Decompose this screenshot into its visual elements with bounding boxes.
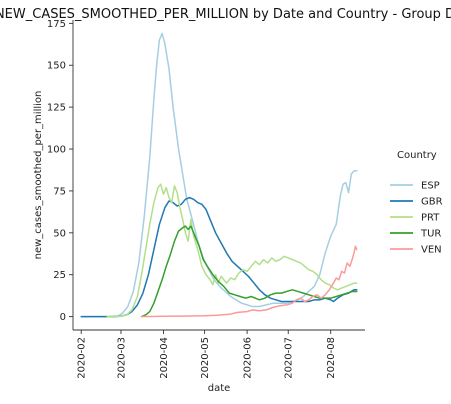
x-tick-label: 2020-05 [200,337,211,379]
chart-title: NEW_CASES_SMOOTHED_PER_MILLION by Date a… [0,7,451,22]
x-tick-label: 2020-07 [284,337,295,379]
legend-label-esp: ESP [421,181,440,192]
series-line-ven [140,245,358,318]
y-tick-label: 25 [53,270,66,281]
series-layer [80,32,358,318]
x-axis-label: date [208,383,231,394]
axes-layer: 0 25 50 75 100 125 150 175 2020-02 2020-03 2020-04… [47,19,365,379]
y-tick-label: 50 [53,228,66,239]
series-line-gbr [80,196,358,318]
series-line-prt [106,183,358,318]
y-tick-label: 100 [47,145,66,156]
legend-label-prt: PRT [421,213,440,224]
y-tick-label: 125 [47,103,66,114]
y-tick-label: 175 [47,19,66,30]
y-tick-label: 150 [47,61,66,72]
legend-label-gbr: GBR [421,197,443,208]
x-tick-label: 2020-02 [77,337,88,379]
y-tick-label: 75 [53,186,66,197]
x-tick-label: 2020-03 [116,337,127,379]
y-tick-label: 0 [60,312,66,323]
legend-title: Country [397,150,437,161]
legend: Country ESP GBR PRT TUR VEN [390,150,443,256]
legend-label-tur: TUR [420,229,441,240]
series-line-tur [140,225,358,318]
x-tick-label: 2020-08 [326,337,337,379]
y-axis-label: new_cases_smoothed_per_million [33,91,44,260]
legend-label-ven: VEN [421,245,442,256]
x-tick-label: 2020-04 [159,337,170,379]
x-tick-label: 2020-06 [243,337,254,379]
series-line-esp [80,32,358,318]
